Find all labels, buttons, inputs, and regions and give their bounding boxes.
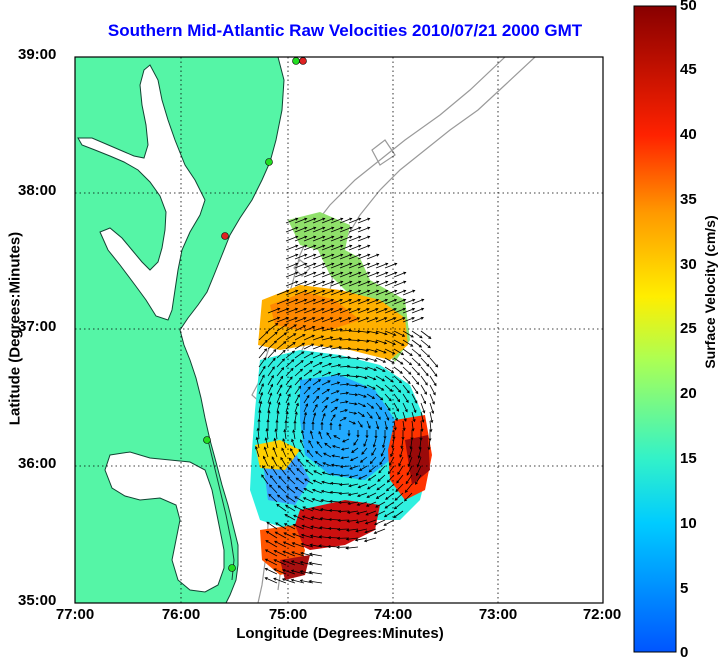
station-marker [229, 565, 236, 572]
velocity-vector [338, 529, 349, 530]
velocity-vector [339, 511, 349, 512]
station-marker [266, 159, 273, 166]
colorbar [634, 6, 676, 652]
station-marker [293, 58, 300, 65]
station-marker [300, 58, 307, 65]
station-marker [204, 437, 211, 444]
velocity-vector [338, 520, 349, 521]
station-marker [222, 233, 229, 240]
velocity-vector [349, 349, 359, 350]
